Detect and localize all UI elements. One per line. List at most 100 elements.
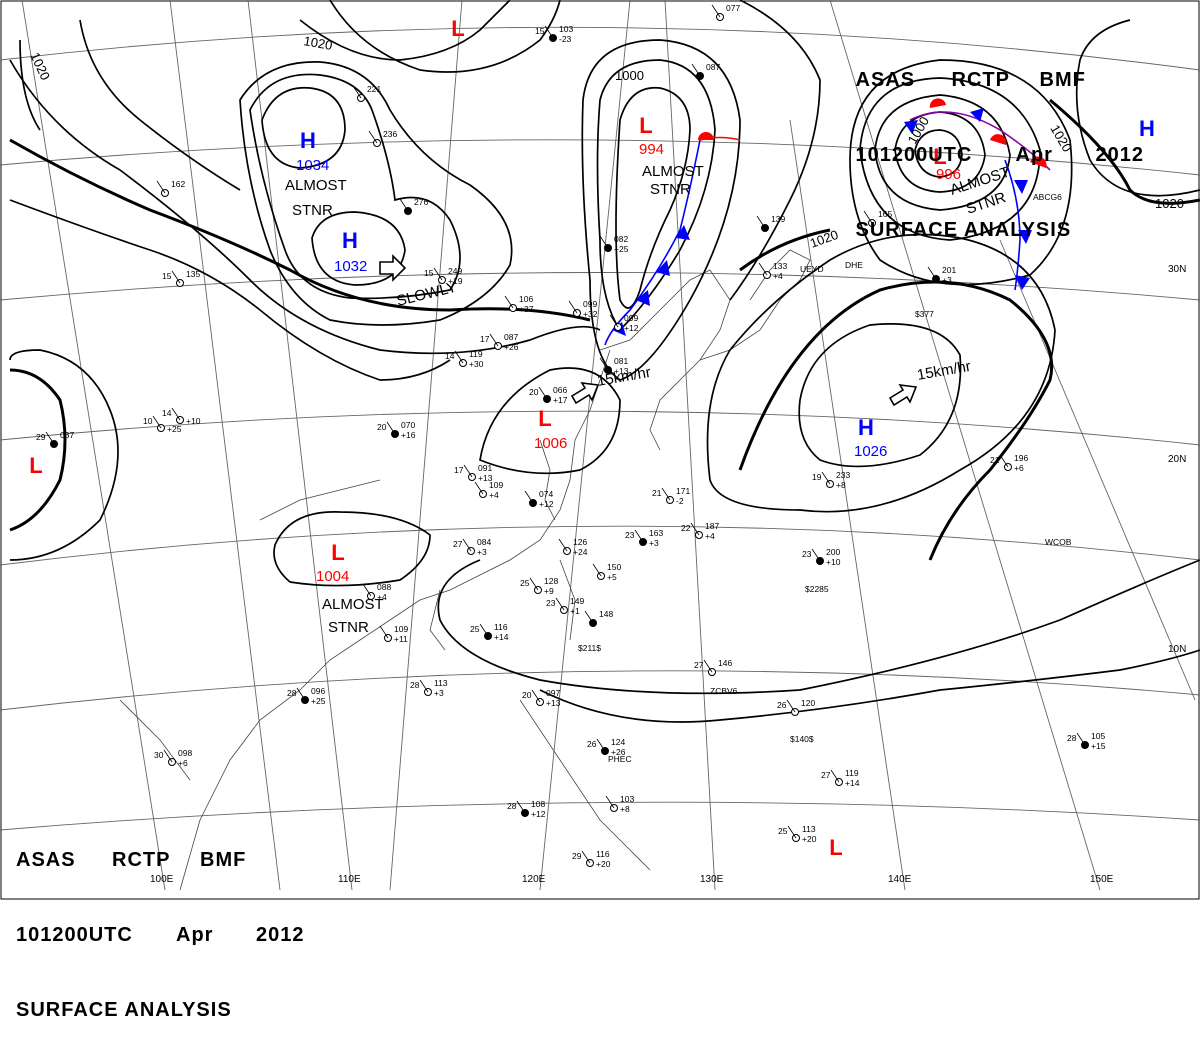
isobars-1020: [9, 98, 1200, 561]
wind-barb: [703, 659, 713, 673]
wind-barb: [152, 415, 162, 429]
station-pressure: 196: [1014, 453, 1028, 463]
station-plot: 15 103-23: [535, 24, 573, 44]
meridian-lines: [21, 0, 1196, 891]
station-tendency: +19: [448, 276, 463, 286]
station-pressure: 124: [611, 737, 625, 747]
station-temp: 20: [522, 690, 532, 700]
wind-barb: [474, 481, 484, 495]
low-center: L: [538, 406, 551, 431]
station-pressure: 236: [383, 129, 397, 139]
wind-barb: [605, 795, 615, 809]
station-plot: 25 113+20: [778, 824, 817, 844]
station-plot: 074+12: [524, 489, 554, 509]
station-pressure: 171: [676, 486, 690, 496]
wind-barb: [352, 85, 362, 99]
motion-remark: STNR: [328, 619, 369, 636]
header-line-1: ASAS RCTP BMF: [16, 849, 247, 871]
station-tendency: +37: [519, 304, 534, 314]
header-line-2: 101200UTC Apr 2012: [16, 924, 305, 946]
station-plot: 26 124+26: [587, 737, 626, 757]
wind-barb: [433, 267, 443, 281]
station-plot: 221: [352, 84, 381, 102]
ship-callsign: DHE: [845, 260, 863, 270]
warm-front-semicircle: [1030, 156, 1047, 168]
station-tendency: +3: [477, 547, 487, 557]
station-pressure: 099: [624, 313, 638, 323]
warm-front-semicircle: [990, 134, 1007, 145]
header-line-2: 101200UTC Apr 2012: [855, 144, 1144, 166]
station-plot: 077: [711, 3, 740, 21]
wind-barb: [786, 699, 796, 713]
station-plot: 30 098+6: [154, 748, 192, 768]
arrow-icon: [888, 384, 918, 407]
station-plot: 099+32: [568, 299, 598, 319]
station-pressure: 276: [414, 197, 428, 207]
center-pressure: 1032: [334, 258, 367, 275]
station-plot: 236: [368, 129, 397, 147]
station-plot: 15 249+19: [424, 266, 463, 286]
ship-callsign: ZCBV6: [710, 686, 738, 696]
station-temp: 21: [990, 455, 1000, 465]
station-tendency: +4: [377, 592, 387, 602]
station-temp: 15: [424, 268, 434, 278]
wind-barb: [787, 825, 797, 839]
station-temp: 17: [454, 465, 464, 475]
station-pressure: 162: [171, 179, 185, 189]
motion-remark: ALMOST: [642, 163, 704, 180]
station-tendency: +12: [539, 499, 554, 509]
wind-barb: [558, 538, 568, 552]
wind-barb: [362, 583, 372, 597]
station-temp: 25: [520, 578, 530, 588]
station-plot: 23 200+10: [802, 547, 841, 567]
station-plot: 25 116+14: [470, 622, 509, 642]
station-tendency: -2: [676, 496, 684, 506]
station-temp: 23: [625, 530, 635, 540]
station-pressure: 099: [583, 299, 597, 309]
center-pressure: 1026: [854, 443, 887, 460]
station-plot: 103+8: [605, 794, 634, 814]
station-temp: 26: [587, 739, 597, 749]
high-center: H: [342, 228, 358, 253]
station-temp: 27: [694, 660, 704, 670]
wind-barb: [504, 295, 514, 309]
cold-front-triangle: [970, 108, 984, 122]
station-tendency: +26: [611, 747, 626, 757]
cold-front-triangle: [904, 120, 918, 134]
chart-header-top: ASAS RCTP BMF 101200UTC Apr 2012 SURFACE ANA…: [856, 18, 1145, 268]
station-plot: 165: [863, 209, 892, 227]
station-plot: 148: [584, 609, 613, 627]
station-temp: 20: [377, 422, 387, 432]
wind-barb: [171, 270, 181, 284]
station-tendency: +13: [546, 698, 561, 708]
station-tendency: +3: [649, 538, 659, 548]
wind-barb: [690, 522, 700, 536]
station-tendency: +4: [773, 271, 783, 281]
station-pressure: 165: [878, 209, 892, 219]
station-temp: 27: [821, 770, 831, 780]
wind-barb: [581, 850, 591, 864]
station-tendency: +5: [607, 572, 617, 582]
station-temp: 19: [812, 472, 822, 482]
station-pressure: 148: [599, 609, 613, 619]
station-temp: 23: [546, 598, 556, 608]
station-temp: 14: [162, 408, 172, 418]
station-pressure: 103: [620, 794, 634, 804]
station-plot: 088+4: [362, 582, 391, 602]
wind-barb: [524, 490, 534, 504]
arrow-icon: [379, 254, 407, 282]
station-plot: 20 097+13: [522, 688, 561, 708]
station-plot: 19 233+8: [812, 470, 850, 490]
wind-barb: [555, 597, 565, 611]
station-pressure: 066: [553, 385, 567, 395]
cold-front-triangle: [1015, 275, 1030, 290]
station-plot: 20 066+17: [529, 385, 568, 405]
station-temp: 15: [162, 271, 172, 281]
station-temp: 28: [410, 680, 420, 690]
station-tendency: +25: [311, 696, 326, 706]
wind-barb: [163, 749, 173, 763]
station-pressure: 087: [706, 62, 720, 72]
center-pressure: 994: [639, 141, 664, 158]
arrow-icon: [570, 382, 600, 405]
station-pressure: 120: [801, 698, 815, 708]
